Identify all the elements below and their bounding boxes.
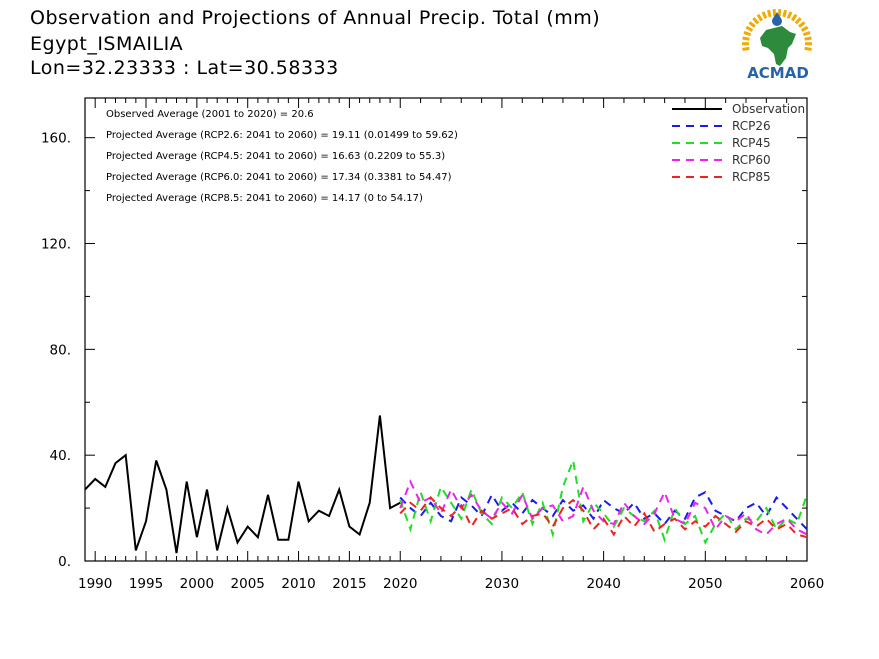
x-tick-label: 2060 bbox=[790, 576, 824, 592]
sun-ray bbox=[782, 9, 788, 18]
sun-ray bbox=[752, 17, 760, 25]
plot-frame bbox=[84, 97, 808, 562]
annotation-line: Observed Average (2001 to 2020) = 20.6 bbox=[106, 109, 314, 120]
x-tick-label: 2030 bbox=[485, 576, 519, 592]
x-tick-label: 2020 bbox=[383, 576, 417, 592]
y-tick-label: 80. bbox=[50, 342, 71, 358]
annotation-line: Projected Average (RCP2.6: 2041 to 2060)… bbox=[106, 130, 458, 141]
series-line-rcp26 bbox=[399, 490, 808, 530]
annotation-line: Projected Average (RCP6.0: 2041 to 2060)… bbox=[106, 172, 452, 183]
x-tick-label: 2040 bbox=[586, 576, 620, 592]
logo-text: ACMAD bbox=[747, 64, 809, 82]
x-tick-label: 2015 bbox=[332, 576, 366, 592]
y-tick-label: 120. bbox=[41, 237, 71, 253]
sun-ray bbox=[802, 31, 811, 37]
sun-ray bbox=[790, 13, 798, 22]
sun-ray bbox=[794, 17, 802, 25]
y-tick-label: 0. bbox=[58, 554, 71, 570]
sun-ray bbox=[772, 8, 777, 17]
legend-label: RCP45 bbox=[732, 136, 771, 150]
legend-label: RCP26 bbox=[732, 119, 771, 133]
legend: Observation RCP26 RCP45 RCP60 RCP85 bbox=[672, 102, 805, 184]
x-tick-label: 2000 bbox=[180, 576, 214, 592]
x-tick-label: 2050 bbox=[688, 576, 722, 592]
series-line-rcp60 bbox=[399, 479, 808, 536]
series-line-observation bbox=[84, 415, 401, 554]
annotation-line: Projected Average (RCP4.5: 2041 to 2060)… bbox=[106, 151, 445, 162]
sun-ray bbox=[786, 11, 793, 19]
sun-ray bbox=[761, 11, 768, 19]
x-tick-label: 2010 bbox=[281, 576, 315, 592]
africa-sun-logo-icon bbox=[741, 8, 813, 66]
y-tick-label: 40. bbox=[50, 448, 71, 464]
legend-label: RCP85 bbox=[732, 170, 771, 184]
sun-ray bbox=[804, 36, 812, 41]
sun-ray bbox=[777, 8, 782, 17]
series-line-rcp45 bbox=[399, 456, 808, 545]
x-tick-label: 1995 bbox=[129, 576, 163, 592]
sun-ray bbox=[742, 36, 750, 41]
sun-ray bbox=[745, 25, 754, 32]
x-tick-label: 2005 bbox=[231, 576, 265, 592]
y-tick-label: 160. bbox=[41, 131, 71, 147]
legend-label: Observation bbox=[732, 102, 805, 116]
annotation-line: Projected Average (RCP8.5: 2041 to 2060)… bbox=[106, 193, 423, 204]
station-coordinates: Lon=32.23333 : Lat=30.58333 bbox=[30, 57, 339, 79]
chart-title: Observation and Projections of Annual Pr… bbox=[30, 7, 601, 29]
series-line-rcp85 bbox=[399, 495, 808, 539]
sun-ray bbox=[748, 21, 756, 28]
sun-ray bbox=[798, 21, 806, 28]
x-tick-label: 1990 bbox=[78, 576, 112, 592]
sun-ray bbox=[742, 46, 750, 51]
sun-ray bbox=[766, 9, 772, 18]
sun-ray bbox=[800, 25, 809, 32]
sun-ray bbox=[756, 13, 764, 22]
station-name: Egypt_ISMAILIA bbox=[30, 33, 184, 55]
sun-ray bbox=[743, 31, 752, 37]
sun-ray bbox=[804, 46, 812, 51]
legend-label: RCP60 bbox=[732, 153, 771, 167]
